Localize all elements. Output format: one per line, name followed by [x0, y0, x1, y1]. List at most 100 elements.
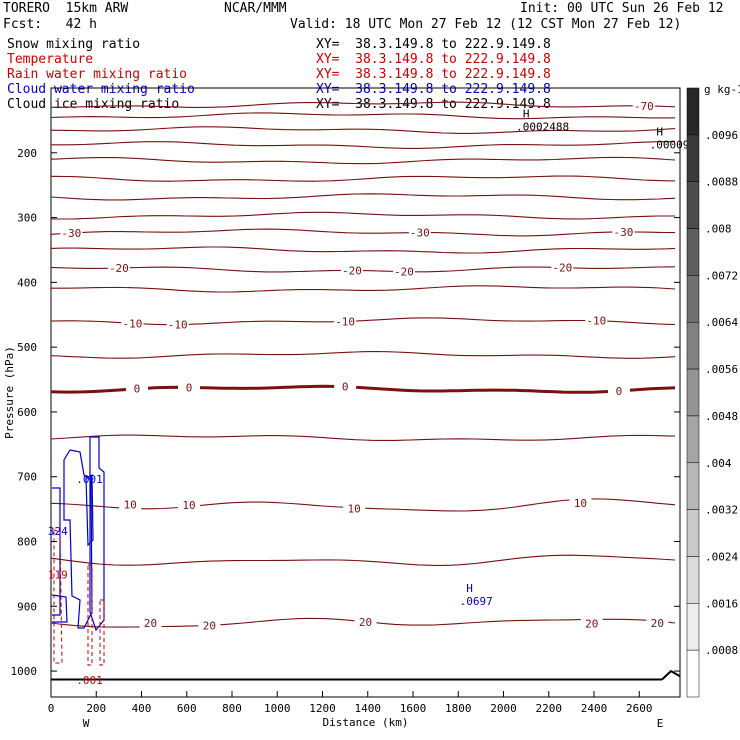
contour-label-bg: [612, 225, 635, 237]
max-value-label: .0002488: [516, 121, 569, 134]
contour-label-bg: [125, 382, 148, 394]
rain-water-contour: [99, 599, 105, 666]
temperature-contour-label: -10: [168, 319, 188, 332]
colorbar-segment: [686, 415, 700, 464]
colorbar-tick-label: .0024: [705, 550, 738, 563]
x-tick-label: 800: [222, 702, 242, 715]
temperature-contour: [51, 141, 676, 149]
max-marker: H: [466, 582, 473, 595]
y-tick-label: 700: [17, 471, 37, 484]
organization: NCAR/MMM: [224, 1, 287, 16]
colorbar-segment: [686, 509, 700, 557]
contour-label-bg: [569, 496, 592, 508]
y-tick-label: 500: [17, 341, 37, 354]
colorbar-tick-label: .0016: [705, 597, 738, 610]
contour-label-bg: [580, 617, 603, 629]
legend-name: Snow mixing ratio: [7, 37, 141, 52]
contour-label-bg: [392, 265, 415, 277]
temperature-contour-label: 10: [124, 498, 137, 511]
legend-xy: XY= 38.3.149.8 to 222.9.149.8: [316, 67, 551, 82]
colorbar-tick-label: .008: [705, 223, 732, 236]
temperature-contour-label: -10: [123, 317, 143, 330]
temperature-contour: [50, 228, 676, 237]
max-marker: H: [656, 126, 663, 139]
contour-label-bg: [408, 226, 431, 238]
temperature-contour-label: 20: [359, 616, 372, 629]
temperature-contour-label: -10: [586, 315, 606, 328]
legend-xy: XY= 38.3.149.8 to 222.9.149.8: [316, 82, 551, 97]
colorbar-tick-label: .0056: [705, 363, 738, 376]
temperature-contour-label: -30: [61, 227, 81, 240]
contour-label-bg: [60, 227, 83, 239]
x-tick-label: 1600: [400, 702, 427, 715]
temperature-contour-label: -30: [410, 227, 430, 240]
max-value-label: .00009: [650, 139, 690, 152]
x-tick-label: 200: [86, 702, 106, 715]
colorbar-segment: [686, 275, 700, 323]
colorbar-tick-label: .0008: [705, 644, 738, 657]
valid-time: Valid: 18 UTC Mon 27 Feb 12 (12 CST Mon …: [290, 17, 682, 32]
field-value-label: 324: [48, 525, 68, 538]
colorbar-unit: g kg-1: [704, 83, 740, 96]
terrain-rise: [661, 669, 681, 681]
colorbar-segment: [686, 368, 700, 417]
y-tick-label: 900: [17, 600, 37, 613]
temperature-contour: [50, 434, 676, 441]
temperature-contour: [50, 384, 676, 394]
x-tick-label: 600: [177, 702, 197, 715]
y-tick-label: 400: [17, 276, 37, 289]
legend-xy: XY= 38.3.149.8 to 222.9.149.8: [316, 52, 551, 67]
forecast-hour: Fcst: 42 h: [3, 17, 97, 32]
legend-name: Temperature: [7, 52, 94, 67]
y-tick-label: 1000: [11, 665, 38, 678]
colorbar-tick-label: .0072: [705, 269, 738, 282]
colorbar-tick-label: .0096: [705, 129, 738, 142]
colorbar-tick-label: .0032: [705, 504, 738, 517]
colorbar-segment: [686, 228, 700, 276]
x-tick-label: 0: [48, 702, 55, 715]
field-value-label: .001: [76, 473, 103, 486]
x-tick-label: 2000: [490, 702, 517, 715]
rain-water-contour: [53, 529, 63, 664]
y-tick-label: 800: [17, 536, 37, 549]
x-tick-label: 2400: [581, 702, 608, 715]
y-tick-label: 600: [17, 406, 37, 419]
x-axis-title: Distance (km): [322, 716, 408, 729]
colorbar-segment: [686, 181, 700, 229]
x-tick-label: 2200: [536, 702, 563, 715]
colorbar-tick-label: .0088: [705, 176, 738, 189]
temperature-contour: [50, 351, 676, 359]
cloud-water-contour: [63, 449, 93, 629]
temperature-contour-label: -20: [342, 264, 362, 277]
legend-name: Cloud ice mixing ratio: [7, 97, 180, 112]
contour-label-bg: [121, 317, 144, 329]
x-end-label-east: E: [657, 717, 664, 730]
temperature-contour-label: 0: [134, 383, 141, 396]
temperature-contour: [50, 101, 676, 108]
cloud-water-contour: [52, 487, 61, 616]
temperature-contour: [50, 211, 675, 220]
temperature-contour: [50, 193, 676, 201]
field-value-label: 119: [48, 568, 68, 581]
x-tick-label: 1400: [355, 702, 382, 715]
temperature-contour: [50, 112, 676, 120]
contour-label-bg: [178, 381, 201, 393]
x-tick-label: 400: [132, 702, 152, 715]
contour-label-bg: [354, 615, 377, 627]
temperature-contour: [50, 554, 676, 566]
colorbar-segment: [686, 134, 700, 182]
x-tick-label: 2600: [626, 702, 653, 715]
contour-label-bg: [585, 314, 608, 326]
colorbar-segment: [686, 87, 700, 136]
colorbar-segment: [686, 556, 700, 604]
temperature-contour-label: 20: [585, 617, 598, 630]
legend-name: Cloud water mixing ratio: [7, 82, 195, 97]
temperature-contour-label: 10: [182, 499, 195, 512]
temperature-contour-label: 20: [203, 619, 216, 632]
contour-label-bg: [139, 617, 162, 629]
colorbar-segment: [686, 649, 700, 698]
max-marker: H: [523, 108, 530, 121]
temperature-contour-label: 0: [186, 381, 193, 394]
contour-label-bg: [551, 261, 574, 273]
temperature-contour-label: -20: [552, 262, 572, 275]
